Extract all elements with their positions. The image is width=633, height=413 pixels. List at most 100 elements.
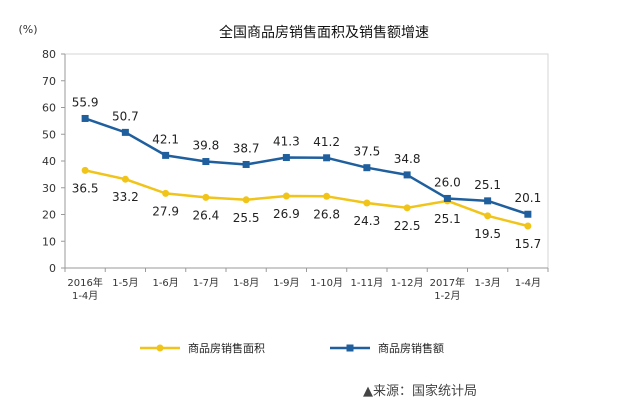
x-tick-label-line: 1-11月	[351, 277, 384, 289]
data-label: 50.7	[112, 109, 139, 123]
series-layer: 36.5 33.2 27.9 26.4 25.5 26.9 26.8 24.3 22.5 25.1…	[72, 95, 541, 251]
source-note: ▲来源：国家统计局	[363, 383, 477, 399]
series-sales-area: 36.5 33.2 27.9 26.4 25.5 26.9 26.8 24.3 22.5 25.1…	[72, 166, 542, 251]
x-tick-label: 1-12月	[391, 277, 424, 289]
data-label: 34.8	[394, 152, 421, 166]
y-tick-label: 30	[42, 182, 56, 195]
legend-item: 商品房销售额	[330, 341, 444, 355]
data-label: 15.7	[515, 237, 542, 251]
data-label: 55.9	[72, 95, 99, 109]
data-label: 37.5	[354, 145, 381, 159]
data-label: 19.5	[474, 227, 501, 241]
legend-label: 商品房销售面积	[188, 341, 265, 355]
data-point	[323, 192, 331, 200]
legend-label: 商品房销售额	[378, 341, 444, 355]
x-tick-label-line: 1-4月	[72, 290, 98, 302]
data-point	[121, 128, 129, 136]
x-axis-ticks: 2016年 1-4月1-5月 1-6月 1-7月 1-8月 1-9月 1-10月 1-11月 1…	[64, 268, 549, 302]
data-label: 26.0	[434, 175, 461, 189]
data-label: 26.8	[313, 207, 340, 221]
data-label: 25.1	[474, 178, 501, 192]
x-tick-label: 1-9月	[273, 277, 299, 289]
x-tick-label: 1-10月	[310, 277, 343, 289]
y-tick-label: 40	[42, 155, 56, 168]
data-point	[81, 114, 89, 122]
series-sales-amount: 55.9 50.7 42.1 39.8 38.7 41.3 41.2 37.5 34.8 26.0…	[72, 95, 542, 218]
legend-marker	[346, 344, 354, 352]
data-label: 26.4	[193, 208, 220, 222]
legend-item: 商品房销售面积	[140, 341, 265, 355]
y-tick-label: 10	[42, 235, 56, 248]
data-point	[202, 158, 210, 166]
y-axis-ticks: 0 10 20 30 40 50 60 70 80	[42, 48, 65, 275]
data-label: 26.9	[273, 207, 300, 221]
data-point	[202, 193, 210, 201]
data-label: 22.5	[394, 219, 421, 233]
data-point	[363, 199, 371, 207]
data-label: 36.5	[72, 181, 99, 195]
data-point	[242, 160, 250, 168]
x-tick-label-line: 2016年	[67, 276, 102, 289]
series-line	[84, 117, 529, 216]
legend-marker	[156, 344, 164, 352]
x-tick-label-line: 1-4月	[515, 277, 541, 289]
series-line	[84, 169, 529, 228]
y-tick-label: 20	[42, 209, 56, 222]
x-tick-label: 1-4月	[515, 277, 541, 289]
x-tick-label-line: 1-6月	[152, 277, 178, 289]
data-label: 33.2	[112, 190, 139, 204]
data-label: 38.7	[233, 141, 260, 155]
x-tick-label: 1-11月	[351, 277, 384, 289]
y-tick-label: 80	[42, 48, 56, 61]
chart-title: 全国商品房销售面积及销售额增速	[219, 24, 429, 41]
x-tick-label-line: 1-9月	[273, 277, 299, 289]
data-label: 25.1	[434, 212, 461, 226]
x-tick-label: 2017年 1-2月	[430, 276, 465, 302]
legend: 商品房销售面积 商品房销售额	[140, 341, 444, 355]
x-tick-label-line: 1-2月	[434, 290, 460, 302]
x-tick-label-line: 1-7月	[193, 277, 219, 289]
data-point	[524, 210, 532, 218]
x-tick-label: 1-8月	[233, 277, 259, 289]
y-tick-label: 50	[42, 128, 56, 141]
y-tick-label: 60	[42, 102, 56, 115]
x-tick-label: 2016年 1-4月	[67, 276, 102, 302]
data-point	[403, 204, 411, 212]
data-label: 25.5	[233, 211, 260, 225]
x-tick-label-line: 1-12月	[391, 277, 424, 289]
data-label: 27.9	[152, 204, 179, 218]
data-point	[162, 189, 170, 197]
y-axis-unit-label: (%)	[18, 23, 37, 36]
data-point	[524, 222, 532, 230]
data-point	[162, 151, 170, 159]
data-point	[484, 197, 492, 205]
data-point	[323, 154, 331, 162]
x-tick-label-line: 2017年	[430, 276, 465, 289]
x-tick-label-line: 1-10月	[310, 277, 343, 289]
data-point	[121, 175, 129, 183]
data-label: 42.1	[152, 132, 179, 146]
data-point	[484, 212, 492, 220]
x-tick-label-line: 1-5月	[112, 277, 138, 289]
x-tick-label-line: 1-3月	[474, 277, 500, 289]
data-label: 20.1	[515, 191, 542, 205]
data-label: 24.3	[354, 214, 381, 228]
data-point	[403, 171, 411, 179]
data-label: 41.2	[313, 135, 340, 149]
data-label: 41.3	[273, 135, 300, 149]
x-tick-label: 1-7月	[193, 277, 219, 289]
x-tick-label: 1-3月	[474, 277, 500, 289]
data-point	[242, 196, 250, 204]
data-point	[363, 164, 371, 172]
data-label: 39.8	[193, 139, 220, 153]
data-point	[282, 154, 290, 162]
data-point	[282, 192, 290, 200]
y-tick-label: 70	[42, 75, 56, 88]
x-tick-label-line: 1-8月	[233, 277, 259, 289]
x-tick-label: 1-5月	[112, 277, 138, 289]
x-tick-label: 1-6月	[152, 277, 178, 289]
data-point	[81, 166, 89, 174]
y-tick-label: 0	[49, 262, 56, 275]
